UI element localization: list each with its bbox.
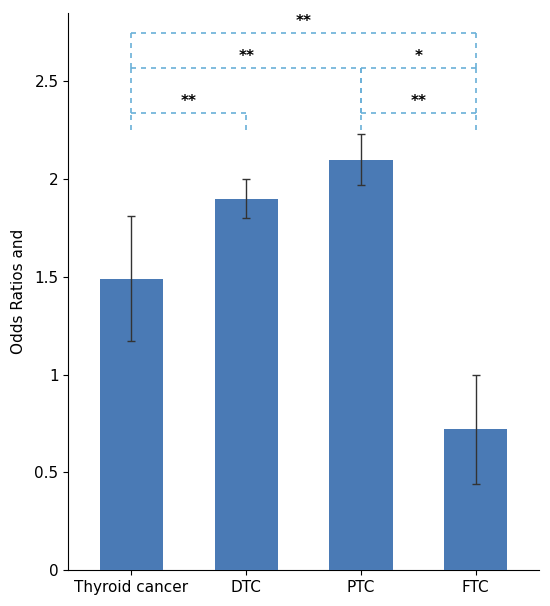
Text: *: * bbox=[414, 49, 422, 64]
Y-axis label: Odds Ratios and: Odds Ratios and bbox=[11, 229, 26, 355]
Bar bbox=[100, 279, 163, 570]
Bar bbox=[444, 430, 507, 570]
Bar bbox=[329, 159, 393, 570]
Text: **: ** bbox=[238, 49, 254, 64]
Text: **: ** bbox=[410, 94, 426, 109]
Bar bbox=[214, 199, 278, 570]
Text: **: ** bbox=[295, 14, 312, 28]
Text: **: ** bbox=[181, 94, 197, 109]
